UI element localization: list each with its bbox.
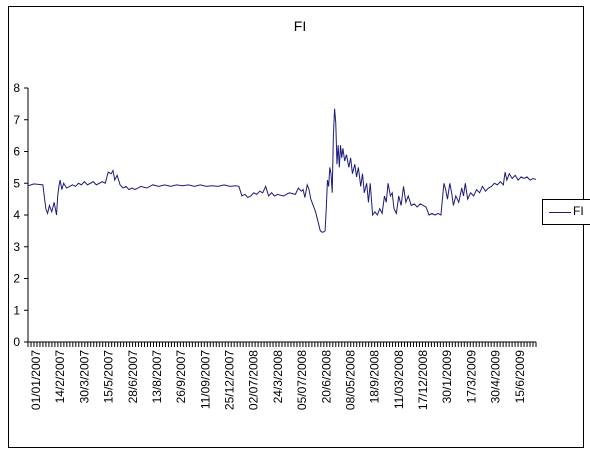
- x-tick-label: 11/09/2007: [198, 350, 212, 409]
- x-tick-label: 30/4/2009: [489, 350, 503, 404]
- y-tick-label: 0: [13, 335, 20, 349]
- x-tick-label: 01/01/2007: [29, 350, 43, 410]
- x-tick-label: 30/1/2009: [440, 350, 454, 404]
- x-tick-label: 17/12/2008: [416, 350, 430, 410]
- x-tick-label: 26/9/2007: [174, 350, 188, 404]
- x-tick-label: 14/2/2007: [53, 350, 67, 404]
- x-tick-label: 18/9/2008: [368, 350, 382, 404]
- series-line-fi: [27, 108, 537, 234]
- y-tick-label: 5: [13, 176, 20, 190]
- x-tick-label: 11/03/2008: [392, 350, 406, 409]
- y-tick-label: 2: [13, 272, 20, 286]
- x-tick-label: 17/3/2009: [464, 350, 478, 404]
- x-tick-label: 25/12/2007: [223, 350, 237, 410]
- legend-label-fi: FI: [573, 204, 584, 218]
- x-tick-label: 08/05/2008: [343, 350, 357, 410]
- chart-title: FI: [293, 18, 307, 34]
- x-tick-label: 05/07/2008: [295, 350, 309, 410]
- y-tick-label: 4: [13, 208, 20, 222]
- x-tick-label: 30/3/2007: [77, 350, 91, 404]
- x-tick-label: 13/8/2007: [150, 350, 164, 404]
- x-tick-label: 02/07/2008: [247, 350, 261, 410]
- y-tick-label: 3: [13, 240, 20, 254]
- chart-frame: [8, 6, 584, 448]
- y-tick-label: 6: [13, 145, 20, 159]
- legend: FI: [542, 199, 590, 225]
- x-tick-label: 15/6/2009: [513, 350, 527, 404]
- y-tick-label: 7: [13, 113, 20, 127]
- x-tick-label: 28/6/2007: [126, 350, 140, 404]
- y-tick-label: 8: [13, 81, 20, 95]
- x-tick-label: 24/3/2008: [271, 350, 285, 404]
- y-tick-label: 1: [13, 303, 20, 317]
- x-tick-label: 20/6/2008: [319, 350, 333, 404]
- legend-swatch-fi: [549, 212, 571, 213]
- x-tick-label: 15/5/2007: [102, 350, 116, 404]
